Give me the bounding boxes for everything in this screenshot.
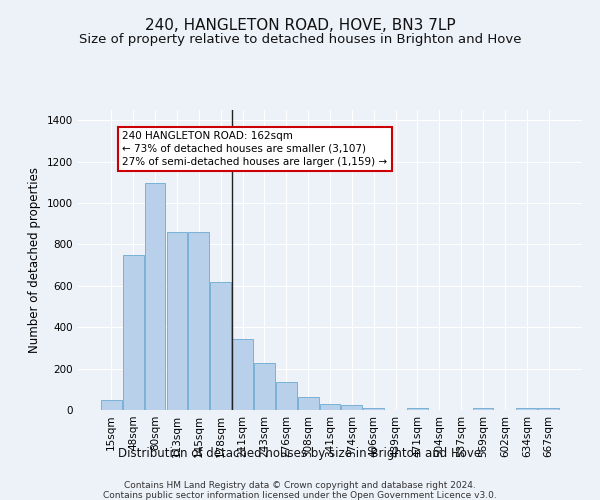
Text: Size of property relative to detached houses in Brighton and Hove: Size of property relative to detached ho… [79, 32, 521, 46]
Text: Distribution of detached houses by size in Brighton and Hove: Distribution of detached houses by size … [118, 448, 482, 460]
Bar [407, 408, 428, 410]
Bar [145, 183, 166, 410]
Bar [210, 282, 231, 410]
Bar [298, 396, 319, 410]
Bar [473, 408, 493, 410]
Text: 240, HANGLETON ROAD, HOVE, BN3 7LP: 240, HANGLETON ROAD, HOVE, BN3 7LP [145, 18, 455, 32]
Bar [276, 382, 296, 410]
Bar [123, 255, 143, 410]
Text: 240 HANGLETON ROAD: 162sqm
← 73% of detached houses are smaller (3,107)
27% of s: 240 HANGLETON ROAD: 162sqm ← 73% of deta… [122, 130, 388, 167]
Bar [232, 338, 253, 410]
Bar [188, 232, 209, 410]
Bar [101, 400, 122, 410]
Bar [320, 404, 340, 410]
Bar [364, 408, 384, 410]
Text: Contains public sector information licensed under the Open Government Licence v3: Contains public sector information licen… [103, 491, 497, 500]
Bar [517, 408, 537, 410]
Bar [341, 406, 362, 410]
Y-axis label: Number of detached properties: Number of detached properties [28, 167, 41, 353]
Bar [167, 232, 187, 410]
Bar [538, 408, 559, 410]
Bar [254, 364, 275, 410]
Text: Contains HM Land Registry data © Crown copyright and database right 2024.: Contains HM Land Registry data © Crown c… [124, 481, 476, 490]
